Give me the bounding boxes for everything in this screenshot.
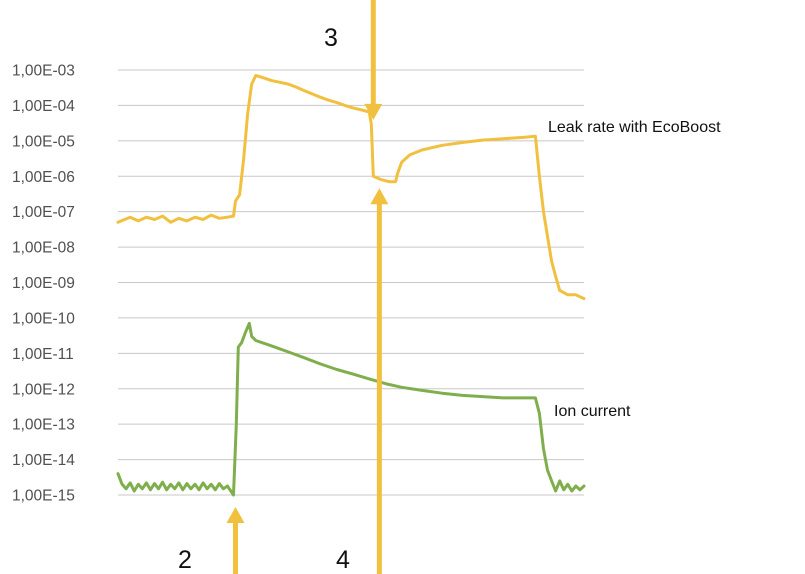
y-tick-label: 1,00E-09 [12,275,75,292]
y-tick-label: 1,00E-04 [12,98,75,115]
y-tick-label: 1,00E-10 [12,310,75,327]
y-tick-label: 1,00E-15 [12,488,75,505]
y-tick-label: 1,00E-14 [12,452,75,469]
y-tick-label: 1,00E-06 [12,169,75,186]
gridlines [118,69,584,496]
series-lines [116,74,586,497]
annotation-arrows [226,0,389,574]
y-axis-tick-labels: 1,00E-03 1,00E-04 1,00E-05 1,00E-06 1,00E-07… [12,63,75,505]
y-tick-label: 1,00E-08 [12,240,75,257]
arrow-4-head [370,188,389,205]
arrow-2-head [226,507,245,523]
y-tick-label: 1,00E-03 [12,63,75,80]
marker-label-3: 3 [324,24,338,52]
series-line-ion-current [116,321,586,497]
series-label-ion-current: Ion current [554,403,631,420]
y-tick-label: 1,00E-05 [12,133,75,150]
marker-label-4: 4 [336,546,350,574]
series-label-leak-rate: Leak rate with EcoBoost [548,119,721,136]
y-tick-label: 1,00E-13 [12,417,75,434]
y-tick-label: 1,00E-12 [12,381,75,398]
series-line-leak-rate [116,74,586,301]
y-tick-label: 1,00E-07 [12,204,75,221]
y-tick-label: 1,00E-11 [12,346,74,363]
marker-label-2: 2 [178,546,192,574]
arrow-3-head [364,103,383,120]
